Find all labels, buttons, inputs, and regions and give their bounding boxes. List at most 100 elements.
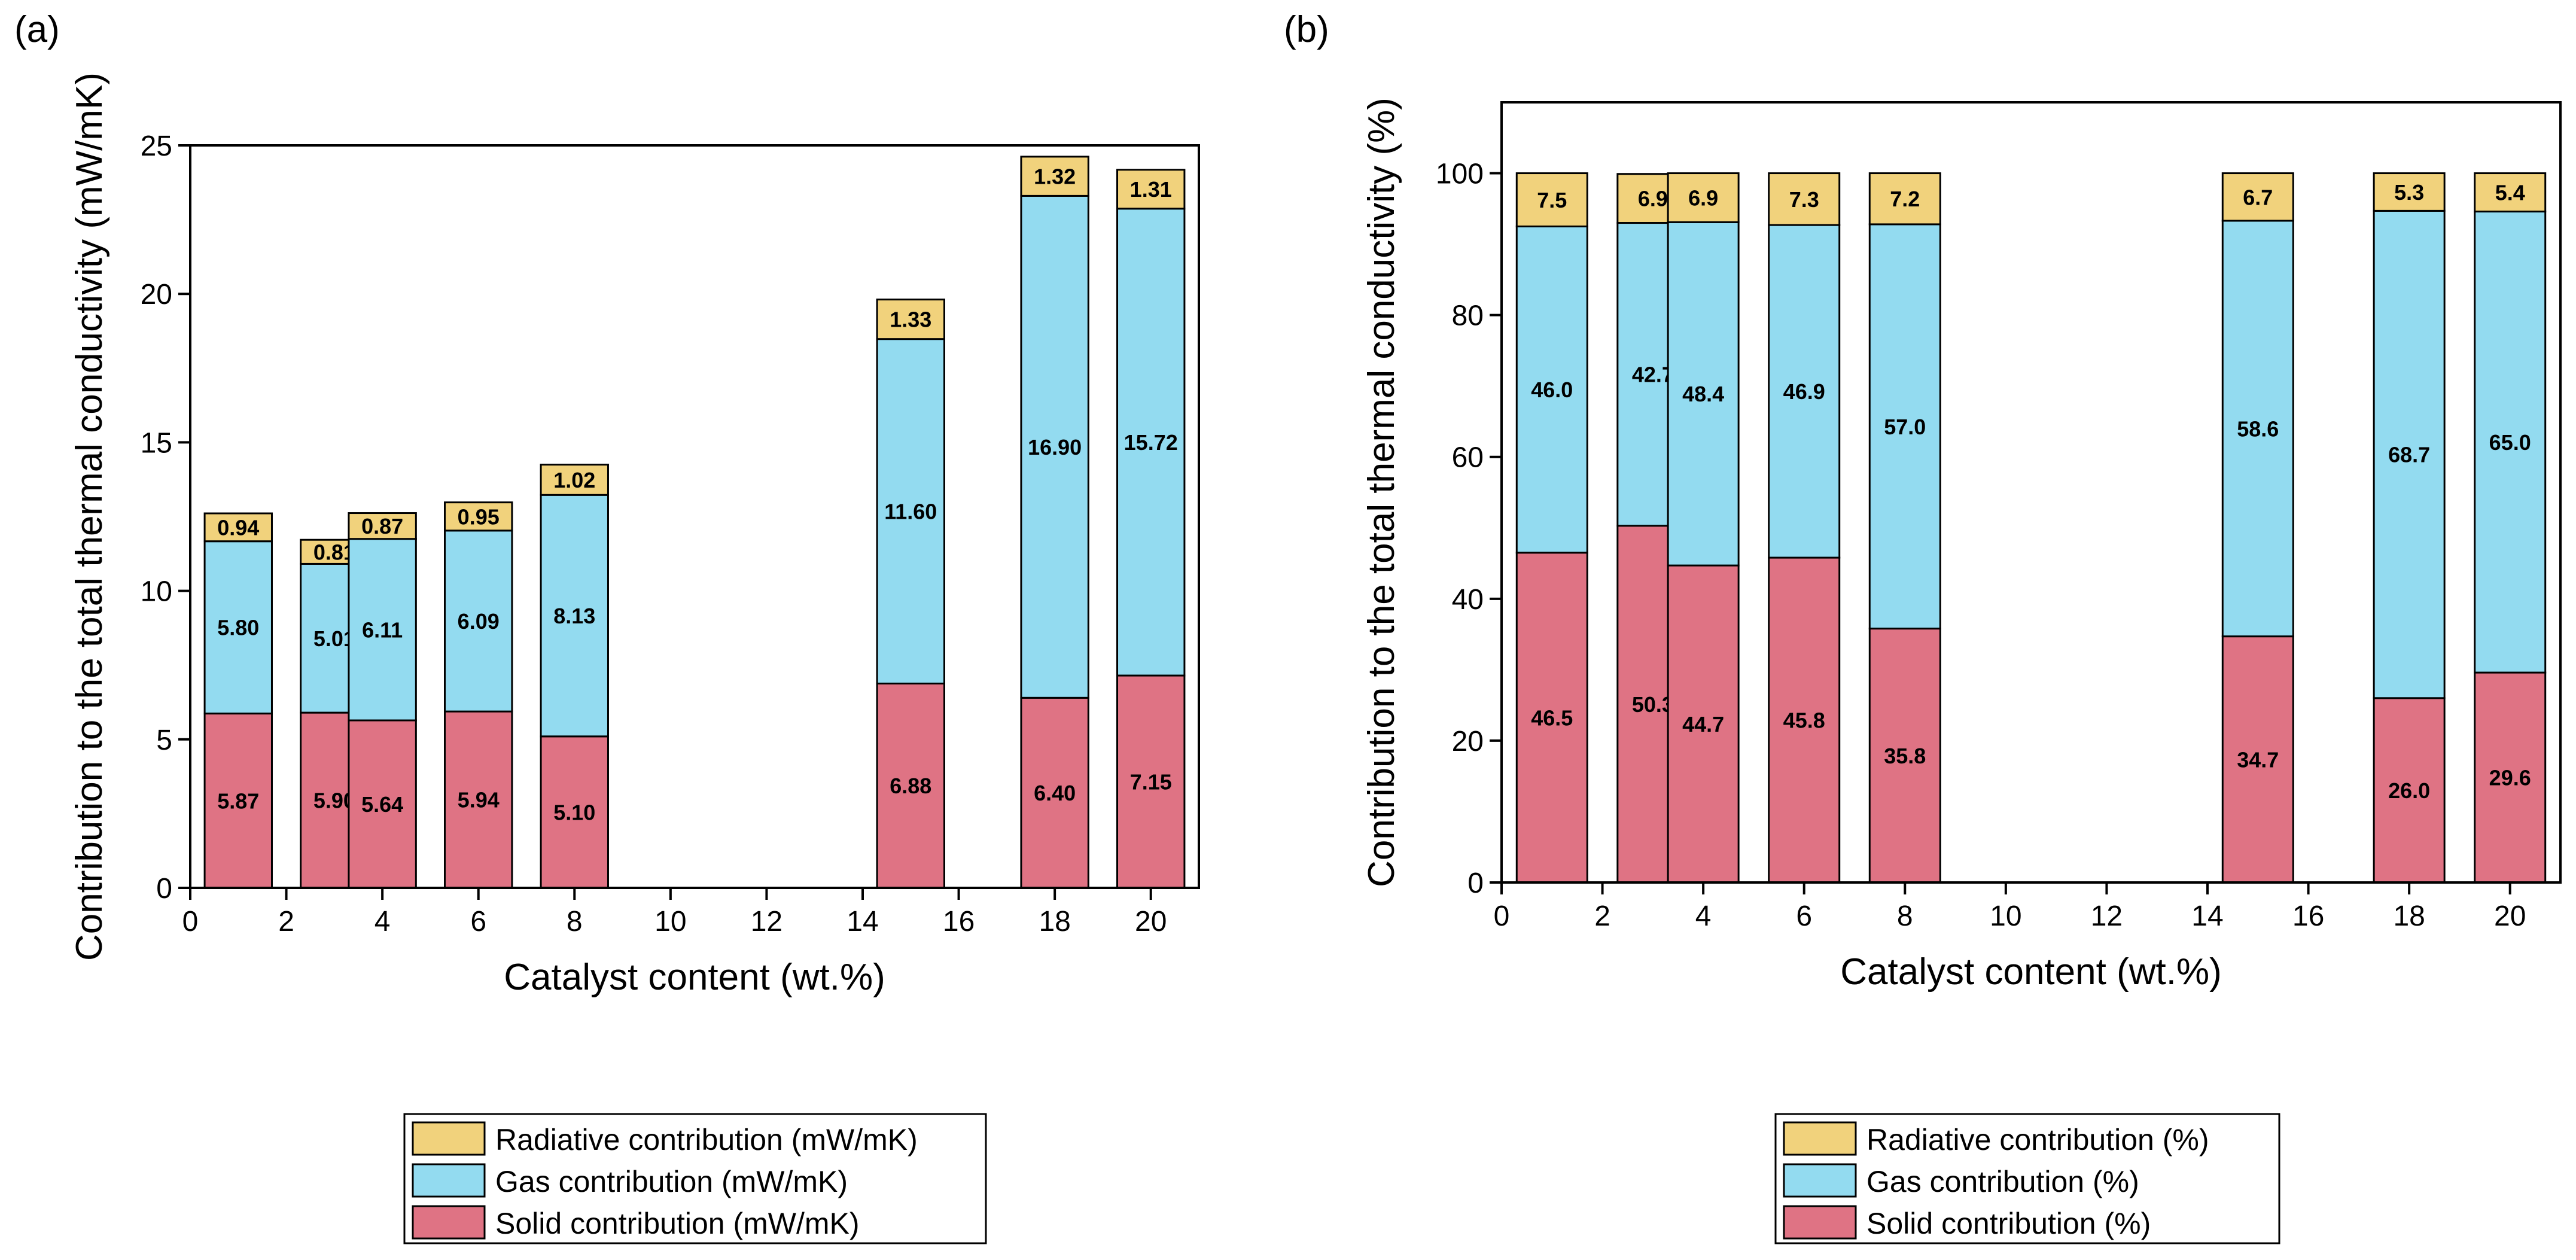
x-tick-label-6: 6 bbox=[1796, 900, 1812, 932]
bar-gas-0 bbox=[1515, 225, 1588, 554]
x-axis-title: Catalyst content (wt.%) bbox=[1840, 951, 2221, 993]
data-label-solid-3: 5.94 bbox=[458, 788, 500, 812]
bar-radiative-0 bbox=[203, 512, 273, 543]
bar-gas-5 bbox=[876, 338, 945, 684]
y-tick-label-10: 10 bbox=[141, 576, 172, 608]
data-label-radiative-5: 1.33 bbox=[890, 308, 931, 332]
bar-solid-4 bbox=[1868, 628, 1941, 884]
data-label-solid-1: 50.3 bbox=[1632, 692, 1674, 717]
data-label-radiative-2: 6.9 bbox=[1688, 185, 1718, 210]
data-label-radiative-4: 1.02 bbox=[553, 468, 595, 492]
x-tick-label-8: 8 bbox=[1897, 900, 1913, 932]
bar-radiative-5 bbox=[2221, 172, 2294, 222]
legend-label-radiative: Radiative contribution (mW/mK) bbox=[495, 1123, 918, 1156]
bar-gas-3 bbox=[1768, 224, 1841, 559]
data-label-radiative-5: 6.7 bbox=[2243, 185, 2273, 209]
data-label-radiative-7: 1.31 bbox=[1130, 177, 1172, 202]
legend-label-radiative: Radiative contribution (%) bbox=[1866, 1123, 2209, 1156]
legend-swatch-solid bbox=[1783, 1205, 1857, 1240]
y-tick-label-80: 80 bbox=[1452, 300, 1484, 332]
data-label-gas-6: 16.90 bbox=[1028, 435, 1082, 459]
y-tick-label-5: 5 bbox=[156, 725, 172, 756]
x-tick-label-4: 4 bbox=[374, 906, 391, 938]
x-tick-label-10: 10 bbox=[654, 906, 686, 938]
bar-gas-6 bbox=[2373, 209, 2446, 699]
chart-panel-b: (b) 46.5 46.0 7.5 50.3 42.7 6.9 44.7 48.4 6.9 45.8… bbox=[1284, 9, 2562, 1244]
bar-radiative-3 bbox=[444, 501, 513, 532]
data-label-gas-7: 65.0 bbox=[2489, 430, 2531, 455]
y-tick-label-15: 15 bbox=[141, 427, 172, 459]
x-tick-label-12: 12 bbox=[2091, 900, 2123, 932]
data-label-radiative-4: 7.2 bbox=[1890, 187, 1920, 211]
data-label-radiative-6: 5.3 bbox=[2394, 180, 2424, 205]
y-tick-label-100: 100 bbox=[1436, 159, 1484, 190]
data-label-solid-4: 5.10 bbox=[553, 800, 595, 824]
bar-solid-0 bbox=[1515, 552, 1588, 884]
x-tick-label-14: 14 bbox=[2191, 900, 2223, 932]
bar-radiative-6 bbox=[1020, 156, 1089, 197]
bar-gas-7 bbox=[1116, 208, 1186, 677]
bars: 46.5 46.0 7.5 50.3 42.7 6.9 44.7 48.4 6.9 45.8 46.… bbox=[1515, 172, 2547, 884]
data-label-radiative-7: 5.4 bbox=[2495, 181, 2525, 205]
data-label-solid-0: 5.87 bbox=[217, 789, 259, 813]
bar-gas-6 bbox=[1020, 194, 1089, 699]
x-tick-label-0: 0 bbox=[1494, 900, 1510, 932]
data-label-solid-7: 7.15 bbox=[1130, 770, 1172, 795]
data-label-solid-5: 6.88 bbox=[890, 774, 931, 798]
bar-radiative-5 bbox=[876, 299, 945, 340]
legend-swatch-radiative bbox=[412, 1121, 486, 1156]
legend: Radiative contribution (mW/mK) Gas contri… bbox=[403, 1113, 987, 1244]
bar-gas-0 bbox=[203, 540, 273, 715]
data-label-solid-5: 34.7 bbox=[2237, 747, 2279, 772]
data-label-radiative-2: 0.87 bbox=[361, 514, 403, 538]
x-axis: 0 2 4 6 8 10 12 14 16 18 20 Catalyst content (wt.%) bbox=[1494, 882, 2526, 993]
legend-label-solid: Solid contribution (mW/mK) bbox=[495, 1207, 860, 1240]
x-tick-label-6: 6 bbox=[470, 906, 486, 938]
y-axis: 0 20 40 60 80 100 Contribution to the total th… bbox=[1361, 98, 1502, 899]
y-tick-label-20: 20 bbox=[141, 279, 172, 311]
bar-solid-3 bbox=[444, 710, 513, 889]
data-label-gas-0: 5.80 bbox=[217, 616, 259, 640]
bar-gas-4 bbox=[1868, 223, 1941, 630]
bar-gas-2 bbox=[1667, 221, 1740, 567]
bar-gas-2 bbox=[348, 538, 417, 722]
y-tick-label-40: 40 bbox=[1452, 584, 1484, 616]
legend-swatch-solid bbox=[412, 1205, 486, 1240]
x-tick-label-18: 18 bbox=[2393, 900, 2425, 932]
bar-solid-7 bbox=[1116, 674, 1186, 889]
y-tick-label-25: 25 bbox=[141, 130, 172, 162]
bar-solid-2 bbox=[1667, 564, 1740, 884]
data-label-solid-2: 44.7 bbox=[1682, 712, 1724, 736]
data-label-gas-3: 46.9 bbox=[1783, 379, 1825, 404]
bar-radiative-7 bbox=[1116, 169, 1186, 210]
x-tick-label-16: 16 bbox=[2292, 900, 2324, 932]
x-axis-title: Catalyst content (wt.%) bbox=[504, 957, 885, 998]
bar-radiative-3 bbox=[1768, 172, 1841, 226]
data-label-gas-4: 57.0 bbox=[1884, 415, 1926, 439]
x-tick-label-16: 16 bbox=[943, 906, 975, 938]
data-label-solid-6: 6.40 bbox=[1034, 781, 1076, 805]
bar-radiative-2 bbox=[348, 512, 417, 540]
legend-box bbox=[403, 1113, 987, 1244]
y-axis: 0 5 10 15 20 25 Contribution to the total ther… bbox=[69, 72, 190, 961]
legend-label-gas: Gas contribution (mW/mK) bbox=[495, 1165, 848, 1198]
data-label-solid-0: 46.5 bbox=[1531, 705, 1573, 730]
data-label-gas-2: 6.11 bbox=[362, 617, 403, 642]
x-axis: 0 2 4 6 8 10 12 14 16 18 20 Catalyst content (wt.%) bbox=[182, 888, 1167, 998]
x-tick-label-2: 2 bbox=[1594, 900, 1610, 932]
bar-radiative-4 bbox=[1868, 172, 1941, 226]
y-tick-label-0: 0 bbox=[156, 873, 172, 905]
bars: 5.875.800.945.905.010.815.646.110.875.94… bbox=[203, 156, 1186, 889]
x-tick-label-12: 12 bbox=[751, 906, 782, 938]
data-label-radiative-0: 7.5 bbox=[1537, 188, 1567, 212]
bar-gas-3 bbox=[444, 529, 513, 713]
data-label-radiative-0: 0.94 bbox=[217, 515, 259, 540]
data-label-solid-6: 26.0 bbox=[2388, 778, 2430, 803]
data-label-gas-5: 11.60 bbox=[884, 500, 937, 524]
data-label-radiative-3: 7.3 bbox=[1789, 187, 1819, 212]
data-label-gas-5: 58.6 bbox=[2237, 416, 2279, 441]
x-tick-label-2: 2 bbox=[278, 906, 294, 938]
data-label-radiative-1: 6.9 bbox=[1638, 187, 1668, 211]
x-tick-label-20: 20 bbox=[1135, 906, 1167, 938]
